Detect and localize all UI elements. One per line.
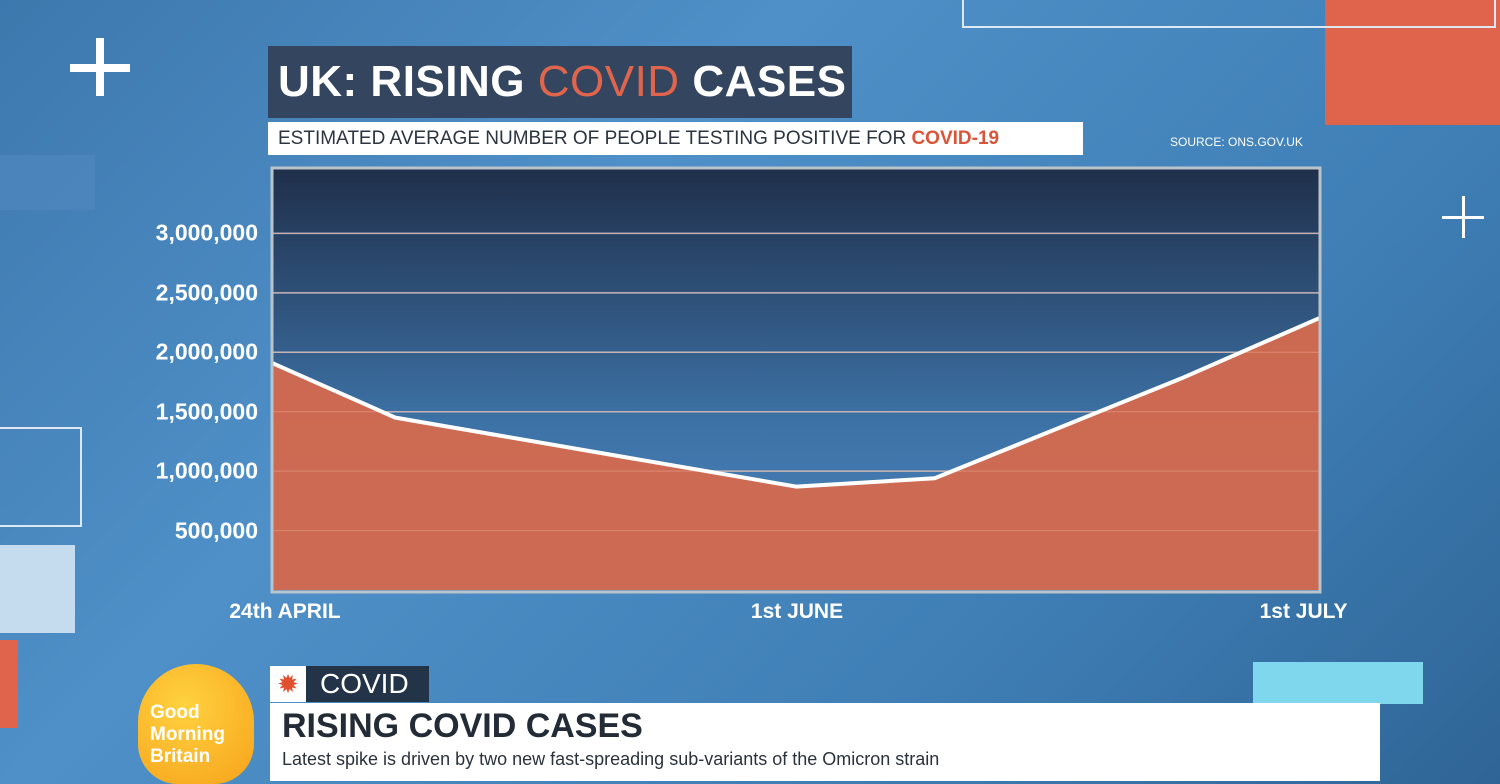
category-tag: ✹ COVID <box>270 666 429 702</box>
plus-decoration <box>96 38 104 96</box>
headline: RISING COVID CASES <box>282 707 643 745</box>
logo-text: Good <box>150 702 200 723</box>
good-morning-britain-logo: Good Morning Britain <box>138 664 254 784</box>
strapline: Latest spike is driven by two new fast-s… <box>282 749 940 769</box>
series-line <box>271 315 1321 489</box>
logo-text: Britain <box>150 746 211 767</box>
orange-block-decoration <box>1325 0 1500 125</box>
lower-third: RISING COVID CASES Latest spike is drive… <box>270 703 1380 781</box>
y-tick-label: 500,000 <box>174 517 258 544</box>
x-tick-label: 24th APRIL <box>229 600 341 623</box>
plus-decoration <box>1462 196 1465 238</box>
light-block-decoration <box>0 545 75 633</box>
virus-decoration <box>0 155 95 210</box>
page-title: UK: RISING COVID CASES <box>268 46 852 118</box>
outline-box-decoration <box>0 427 82 527</box>
orange-block-decoration <box>0 640 18 728</box>
chart-subtitle: ESTIMATED AVERAGE NUMBER OF PEOPLE TESTI… <box>268 122 1083 155</box>
cyan-block-decoration <box>1253 662 1423 704</box>
y-tick-label: 2,000,000 <box>155 338 258 365</box>
y-tick-label: 1,000,000 <box>155 457 258 484</box>
area-fill <box>272 317 1320 590</box>
x-tick-label: 1st JUNE <box>750 600 844 623</box>
y-tick-label: 3,000,000 <box>155 219 258 246</box>
x-tick-label: 1st JULY <box>1259 600 1348 623</box>
virus-icon: ✹ <box>270 666 306 702</box>
source-label: SOURCE: ONS.GOV.UK <box>1170 135 1303 149</box>
plot-border <box>270 166 1322 594</box>
y-tick-label: 1,500,000 <box>155 398 258 425</box>
tag-label: COVID <box>306 666 429 702</box>
outline-box-decoration <box>962 0 1496 28</box>
y-tick-label: 2,500,000 <box>155 279 258 306</box>
logo-text: Morning <box>150 724 225 745</box>
